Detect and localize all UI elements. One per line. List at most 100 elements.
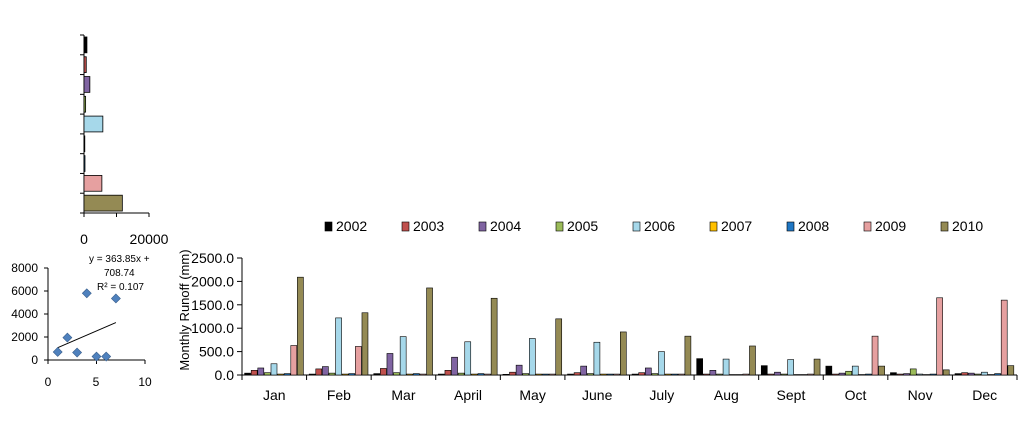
bar-2007-may [535, 373, 543, 376]
bar-2006-oct [851, 365, 859, 376]
bar-2003-jan [250, 370, 258, 376]
bar-2002-feb [308, 373, 316, 376]
trendline-r-squared: R² = 0.107 [97, 282, 144, 293]
bar-2002-may [502, 373, 510, 376]
bar-2002-sept [760, 365, 768, 376]
trendline-equation-line2: 708.74 [104, 268, 135, 279]
bar-2003-nov [896, 373, 904, 376]
legend-swatch-2003 [401, 221, 410, 232]
bar-2005-nov [909, 368, 917, 376]
scatter-trend-chart: 0 2000 4000 6000 8000 0 5 10 y = 363.85x… [11, 254, 152, 389]
scatter-x-tick-0: 0 [45, 375, 52, 389]
scatter-point-5 [91, 351, 102, 362]
bar-2002-dec [954, 373, 962, 376]
bar-2003-may [509, 371, 516, 376]
bar-2009-aug [742, 373, 750, 376]
x-tick-label-jan: Jan [263, 387, 286, 403]
bar-2004-mar [386, 353, 394, 376]
bar-2007-june [600, 373, 607, 376]
bar-2009-dec [1000, 299, 1008, 376]
bar-2007-july [664, 373, 672, 376]
bar-2006-aug [722, 358, 730, 376]
hbar-2006 [83, 115, 104, 133]
scatter-point-7 [110, 293, 121, 304]
bar-2010-mar [426, 287, 433, 376]
bar-2008-july [671, 373, 678, 376]
hbar-2009 [83, 175, 103, 192]
legend-swatch-2005 [555, 221, 564, 232]
bar-2003-sept [767, 373, 775, 376]
scatter-y-tick-0: 0 [31, 353, 38, 367]
scatter-x-tick-5: 5 [93, 375, 100, 389]
hbar-2007 [83, 135, 86, 153]
bar-2002-mar [373, 373, 381, 376]
bar-2004-dec [967, 372, 975, 376]
bar-2003-mar [380, 368, 387, 376]
legend-label-2010: 2010 [952, 218, 983, 234]
bar-2008-mar [413, 373, 420, 376]
x-tick-label-sept: Sept [777, 387, 806, 403]
bar-2010-oct [878, 365, 885, 376]
bar-2003-july [638, 372, 645, 376]
bar-2008-jan [283, 373, 291, 376]
bar-2004-may [515, 364, 523, 376]
scatter-y-tick-6000: 6000 [11, 284, 38, 298]
bar-2006-april [464, 341, 472, 376]
bar-2009-mar [419, 373, 427, 376]
bar-2004-nov [903, 373, 910, 376]
bar-2010-nov [942, 369, 950, 376]
legend-swatch-2010 [940, 221, 949, 232]
x-tick-label-may: May [519, 387, 545, 403]
legend-label-2007: 2007 [721, 218, 752, 234]
bar-2006-jan [270, 363, 278, 376]
main-y-tick-label: 2500.0 [191, 250, 234, 266]
bar-2010-feb [361, 312, 369, 376]
x-tick-label-april: April [454, 387, 482, 403]
bar-2009-nov [936, 297, 943, 376]
bar-2009-jan [290, 345, 298, 376]
bar-2006-july [658, 351, 665, 376]
bar-2002-oct [825, 365, 833, 376]
bar-2003-feb [315, 368, 323, 376]
main-y-tick-label: 0.0 [215, 367, 235, 383]
bar-2009-oct [871, 335, 879, 376]
bar-2010-dec [1007, 365, 1015, 376]
bar-2005-july [651, 373, 659, 376]
bar-2009-feb [355, 346, 362, 376]
scatter-y-tick-4000: 4000 [11, 307, 38, 321]
legend-label-2003: 2003 [413, 218, 444, 234]
scatter-point-4 [81, 288, 92, 299]
bar-2006-june [593, 341, 601, 376]
scatter-trendline [57, 322, 117, 349]
hbar-2008 [83, 155, 86, 172]
hbar-2002 [83, 36, 88, 54]
main-y-tick-label: 2000.0 [191, 273, 234, 289]
bar-2006-dec [981, 371, 988, 376]
scatter-y-tick-2000: 2000 [11, 330, 38, 344]
bar-2010-sept [813, 358, 821, 376]
bar-2002-jan [244, 372, 251, 376]
bar-2005-june [587, 373, 594, 376]
bar-2002-aug [696, 358, 703, 376]
bar-2007-feb [341, 373, 349, 376]
x-tick-label-nov: Nov [908, 387, 933, 403]
bar-2009-may [548, 373, 556, 376]
hbar-2010 [83, 194, 123, 212]
bar-2004-oct [838, 372, 846, 376]
hbar-tick-label-20000: 20000 [130, 231, 169, 247]
bar-2004-aug [709, 370, 717, 376]
x-tick-label-aug: Aug [714, 387, 739, 403]
bar-2008-may [542, 373, 549, 376]
hbar-2003 [83, 56, 87, 73]
legend: 2002 2003 2004 2005 2006 2007 2008 2009 2010 [324, 218, 983, 234]
bar-2009-sept [807, 373, 814, 376]
legend-label-2008: 2008 [798, 218, 829, 234]
bar-2002-april [438, 373, 445, 376]
scatter-y-tick-8000: 8000 [11, 261, 38, 275]
bar-2006-sept [787, 359, 794, 376]
bar-2010-aug [749, 345, 756, 376]
bar-2010-april [490, 297, 498, 376]
legend-label-2005: 2005 [567, 218, 598, 234]
hbar-2004 [83, 76, 91, 93]
